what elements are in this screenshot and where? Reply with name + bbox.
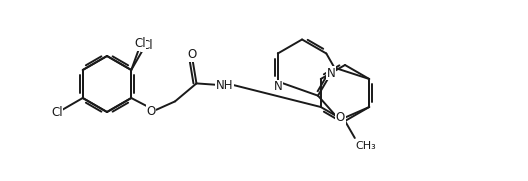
Text: N: N bbox=[274, 81, 282, 93]
Text: N: N bbox=[327, 67, 336, 80]
Text: Cl: Cl bbox=[51, 106, 63, 119]
Text: Cl: Cl bbox=[142, 39, 153, 52]
Text: O: O bbox=[187, 48, 197, 61]
Text: O: O bbox=[147, 105, 156, 118]
Text: Cl: Cl bbox=[134, 37, 146, 50]
Text: NH: NH bbox=[216, 79, 233, 92]
Text: O: O bbox=[336, 111, 345, 124]
Text: CH₃: CH₃ bbox=[356, 141, 376, 151]
